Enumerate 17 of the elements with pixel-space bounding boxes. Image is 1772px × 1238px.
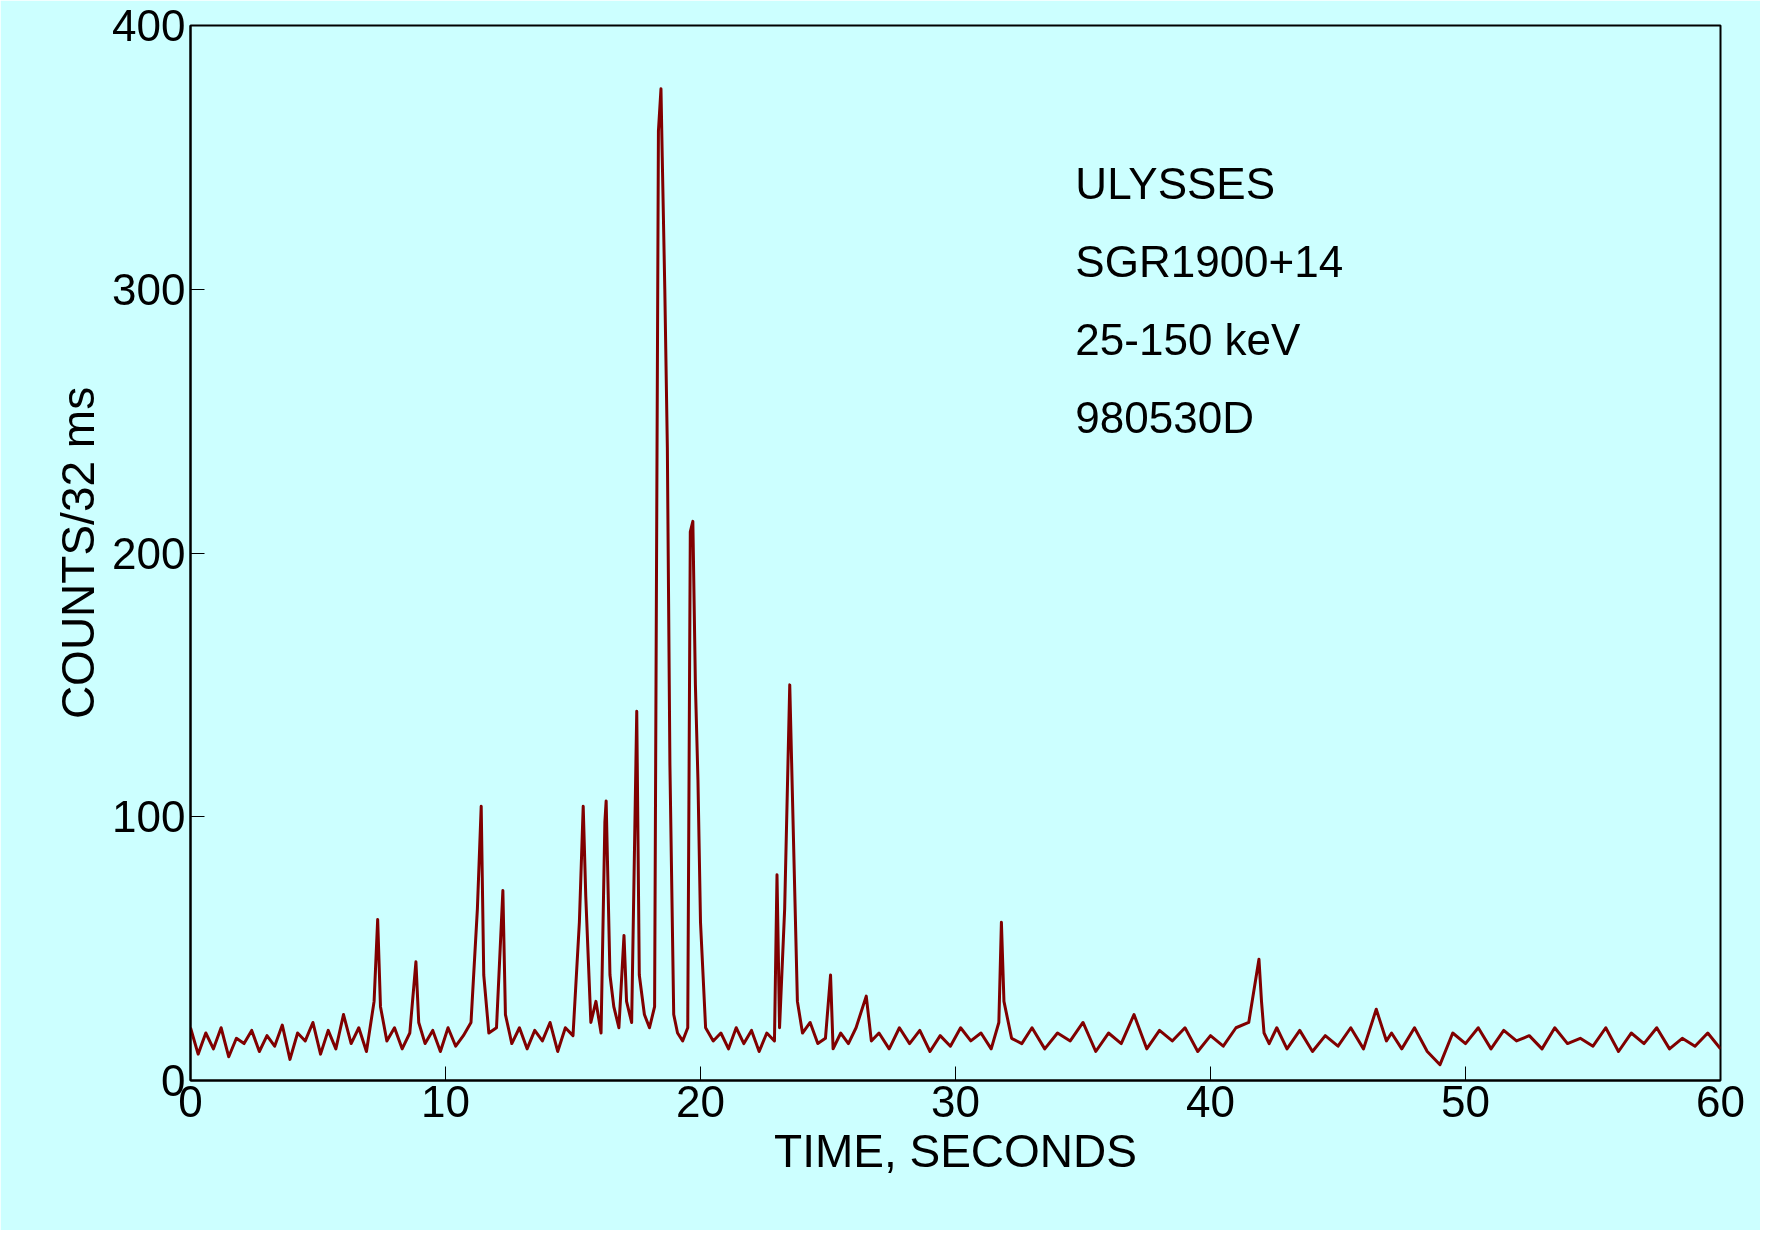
y-axis-title: COUNTS/32 ms — [52, 386, 105, 720]
x-tick-label: 30 — [931, 1076, 980, 1126]
line-series — [190, 87, 1721, 1067]
y-tick-label: 300 — [112, 264, 186, 314]
x-tick-label: 40 — [1186, 1076, 1235, 1126]
x-tick-label: 50 — [1441, 1076, 1490, 1126]
annotation: 25-150 keV — [1075, 314, 1302, 364]
x-tick-label: 20 — [676, 1076, 725, 1126]
annotation: 980530D — [1075, 392, 1254, 442]
y-tick-label: 200 — [112, 528, 186, 578]
x-tick-label: 10 — [421, 1076, 470, 1126]
annotation: ULYSSES — [1075, 159, 1276, 209]
annotation: SGR1900+14 — [1075, 237, 1344, 287]
y-tick-label: 100 — [112, 792, 186, 842]
y-tick-label: 400 — [112, 1, 186, 50]
x-tick-label: 60 — [1696, 1076, 1745, 1126]
x-axis-title: TIME, SECONDS — [774, 1124, 1137, 1177]
